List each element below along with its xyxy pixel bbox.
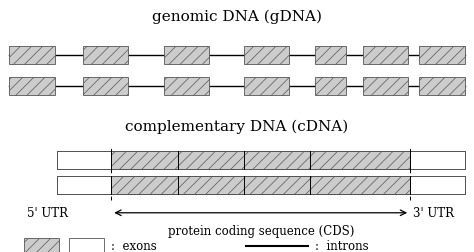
Bar (363, 78, 408, 96)
Text: protein coding sequence (CDS): protein coding sequence (CDS) (167, 224, 354, 237)
Text: complementary DNA (cDNA): complementary DNA (cDNA) (126, 119, 348, 133)
Bar (244, 47, 289, 64)
Bar (363, 47, 408, 64)
Bar (419, 78, 465, 96)
Text: :  exons: : exons (111, 239, 157, 252)
Bar (315, 78, 346, 96)
Bar (83, 47, 128, 64)
Bar (9, 47, 55, 64)
Bar (111, 151, 410, 169)
Bar (57, 176, 465, 194)
Text: 5' UTR: 5' UTR (27, 206, 68, 219)
Bar (244, 78, 289, 96)
Bar (57, 151, 465, 169)
Bar (69, 238, 104, 252)
Bar (9, 78, 55, 96)
Bar (315, 47, 346, 64)
Text: 3' UTR: 3' UTR (413, 206, 454, 219)
Text: genomic DNA (gDNA): genomic DNA (gDNA) (152, 9, 322, 23)
Bar (419, 47, 465, 64)
Bar (57, 151, 465, 169)
Bar (164, 78, 209, 96)
Bar (164, 47, 209, 64)
Bar (111, 176, 410, 194)
Bar (83, 78, 128, 96)
Bar (24, 238, 59, 252)
Text: :  introns: : introns (315, 239, 369, 252)
Bar (57, 176, 465, 194)
